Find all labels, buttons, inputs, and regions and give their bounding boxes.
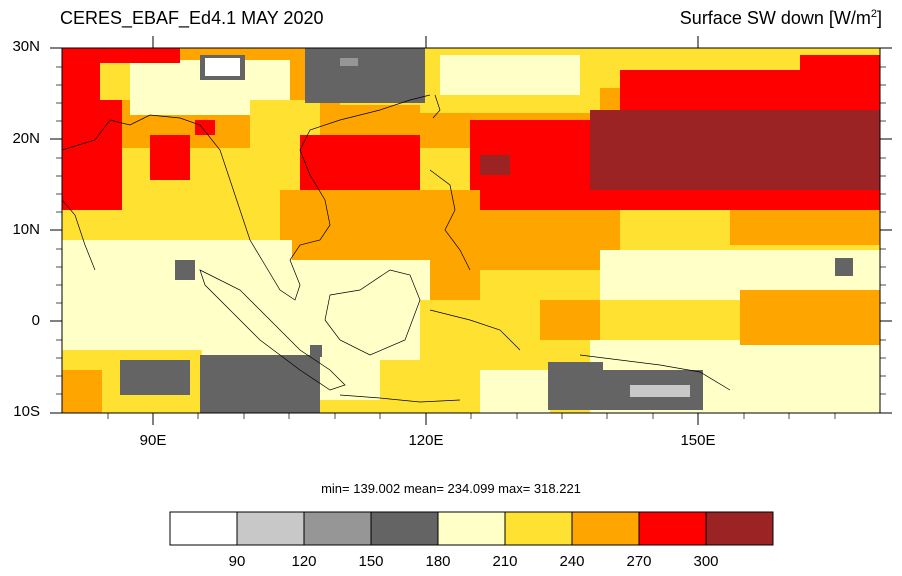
colorbar-bin-7 [571,511,640,546]
colorbar-label: 270 [626,553,652,570]
colorbar-bin-9 [705,511,774,546]
map-title: CERES_EBAF_Ed4.1 MAY 2020 [60,8,324,28]
colorbar [169,511,774,546]
field-gray-south-2 [200,355,320,413]
variable-title: Surface SW down [W/m2] [679,8,882,28]
stats-line: min= 139.002 mean= 234.099 max= 318.221 [321,481,581,496]
lon-label-90e: 90E [139,432,167,449]
colorbar-bin-4 [370,511,439,546]
colorbar-label: 240 [559,553,585,570]
colorbar-label: 150 [358,553,384,570]
minor-ticks [56,66,886,419]
colorbar-bin-3 [303,511,372,546]
coastlines [61,94,731,403]
lat-label-30n: 30N [12,38,40,55]
colorbar-bin-8 [638,511,707,546]
lat-label-0: 0 [31,312,40,329]
colorbar-bin-2 [236,511,305,546]
lon-label-120e: 120E [408,432,444,449]
lat-label-20n: 20N [12,130,40,147]
colorbar-bin-1 [169,511,238,546]
colorbar-label: 300 [693,553,719,570]
lat-label-10n: 10N [12,221,40,238]
colorbar-bin-5 [437,511,506,546]
colorbar-label: 120 [291,553,317,570]
colorbar-label: 210 [492,553,518,570]
lat-label-10s: 10S [13,403,40,420]
lon-label-150e: 150E [680,432,716,449]
field-pacific-darkred [590,110,880,190]
colorbar-bin-6 [504,511,573,546]
field-china-gray [305,48,425,103]
colorbar-label: 180 [425,553,451,570]
field-gray-south-1 [120,360,190,395]
colorbar-label: 90 [228,553,246,570]
field-regions [62,48,880,413]
tick-marks [50,36,892,425]
